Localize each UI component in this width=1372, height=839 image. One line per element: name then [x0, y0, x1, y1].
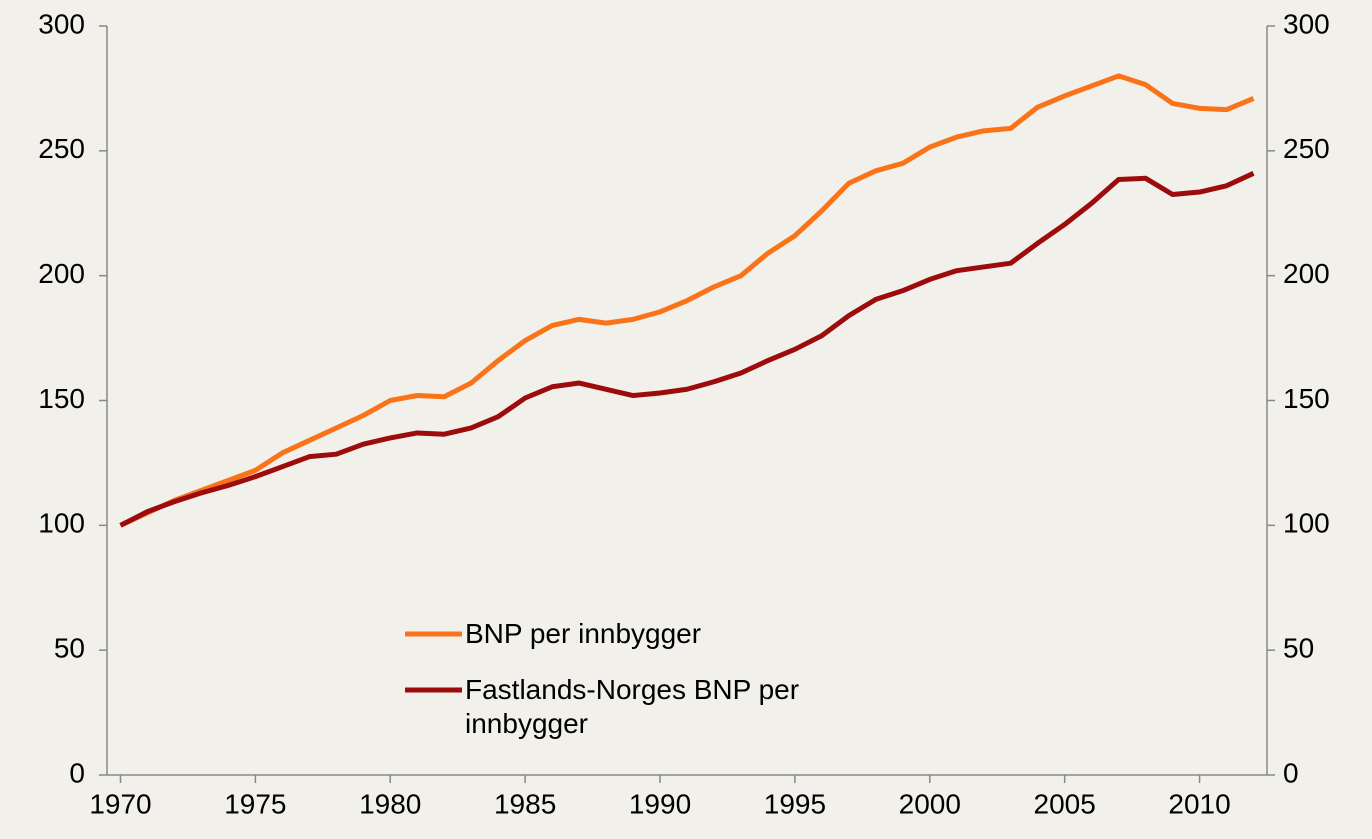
y2-tick-label: 100 — [1283, 508, 1330, 539]
line-series — [119, 171, 1255, 528]
y2-tick-label: 150 — [1283, 383, 1330, 414]
x-tick-label: 1985 — [494, 788, 556, 819]
x-tick-label: 1980 — [359, 788, 421, 819]
y-tick-label: 150 — [38, 383, 85, 414]
y2-tick-label: 250 — [1283, 133, 1330, 164]
line-series — [119, 73, 1255, 528]
x-tick-label: 1995 — [764, 788, 826, 819]
y2-tick-label: 300 — [1283, 8, 1330, 39]
x-tick-label: 2005 — [1034, 788, 1096, 819]
y-tick-label: 300 — [38, 8, 85, 39]
y2-tick-label: 200 — [1283, 258, 1330, 289]
legend-label: Fastlands-Norges BNP per innbygger — [465, 674, 800, 739]
legend-label: BNP per innbygger — [465, 618, 702, 649]
y2-tick-label: 0 — [1283, 757, 1299, 788]
y-tick-label: 0 — [69, 757, 85, 788]
y-tick-label: 250 — [38, 133, 85, 164]
y2-tick-label: 50 — [1283, 633, 1314, 664]
x-tick-label: 1990 — [629, 788, 691, 819]
x-tick-label: 2000 — [899, 788, 961, 819]
x-tick-label: 1975 — [224, 788, 286, 819]
y-tick-label: 50 — [54, 633, 85, 664]
y-tick-label: 100 — [38, 508, 85, 539]
x-tick-label: 2010 — [1168, 788, 1230, 819]
y-tick-label: 200 — [38, 258, 85, 289]
x-tick-label: 1970 — [89, 788, 151, 819]
